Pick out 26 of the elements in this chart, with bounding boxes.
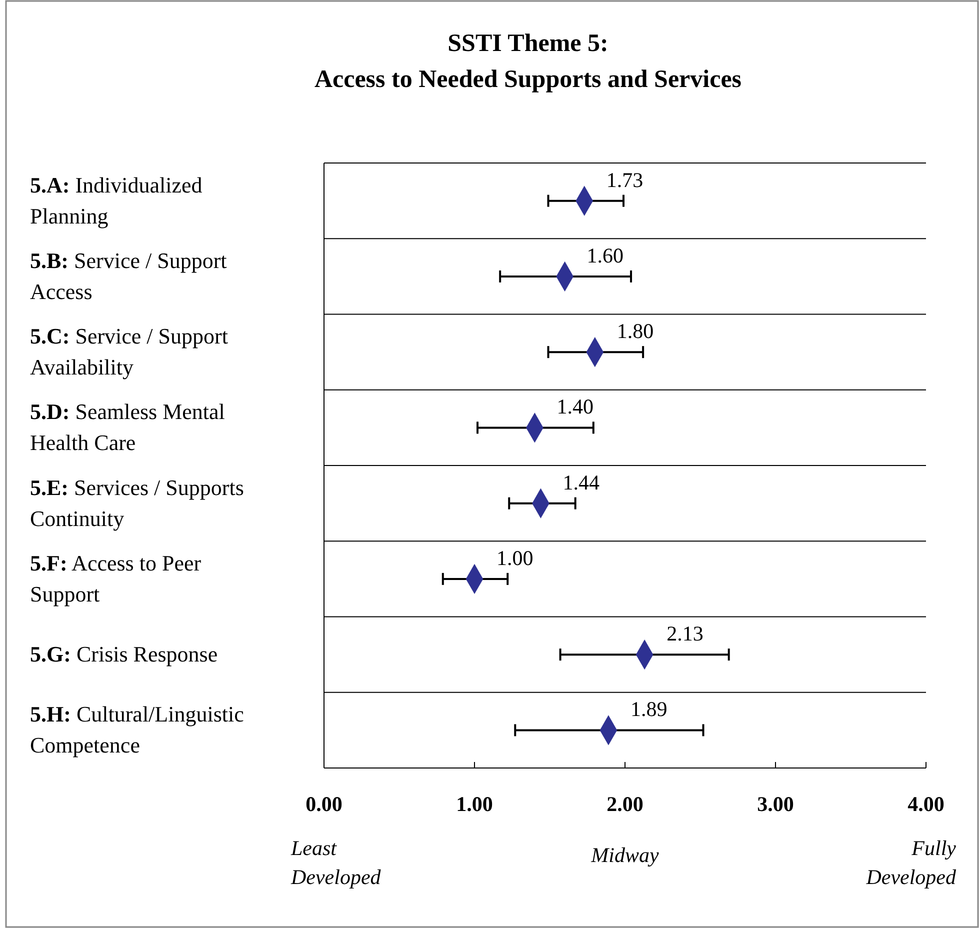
text: Midway	[590, 843, 660, 867]
y-tick-label: 5.C: Service / Support Availability	[30, 324, 228, 380]
y-tick-label: 5.H: Cultural/Linguistic Competence	[30, 702, 244, 758]
data-label: 1.60	[586, 243, 624, 268]
y-tick-label: 5.G: Crisis Response	[30, 642, 218, 667]
x-tick-label: 2.00	[606, 792, 644, 816]
data-label: 1.80	[616, 319, 654, 344]
data-label: 2.13	[666, 622, 704, 646]
text: Least Developed	[290, 836, 382, 889]
y-tick-label: 5.E: Services / Supports Continuity	[30, 474, 244, 531]
data-label: 1.40	[556, 394, 594, 419]
x-tick-label: 4.00	[908, 792, 944, 816]
chart-title: SSTI Theme 5:	[448, 30, 608, 57]
data-label: 1.89	[630, 697, 668, 722]
y-tick-label: 5.A: Individualized Planning	[30, 172, 202, 228]
data-label: 1.00	[496, 546, 534, 570]
data-label: 1.73	[606, 168, 644, 192]
y-tick-label: 5.F: Access to Peer Support	[30, 550, 202, 606]
x-tick-label: 3.00	[757, 792, 794, 816]
y-tick-label: 5.B: Service / Support Access	[30, 248, 227, 304]
text: Fully Developed	[865, 836, 957, 889]
chart-subtitle: Access to Needed Supports and Services	[314, 66, 742, 93]
data-label: 1.44	[562, 470, 600, 494]
x-tick-label: 0.00	[306, 792, 342, 816]
x-tick-label: 1.00	[456, 792, 493, 816]
y-tick-label: 5.D: Seamless Mental Health Care	[30, 399, 225, 456]
